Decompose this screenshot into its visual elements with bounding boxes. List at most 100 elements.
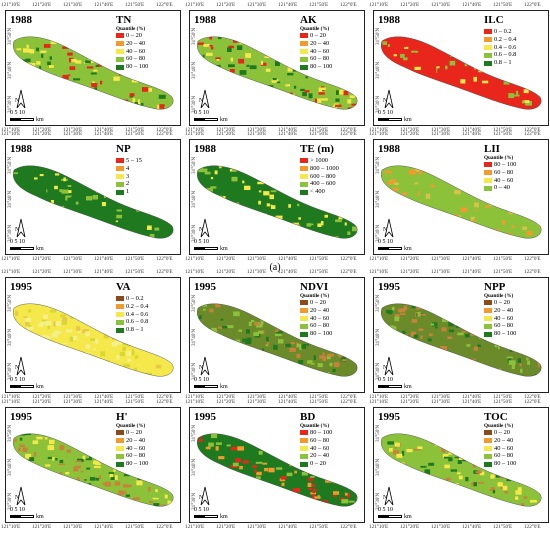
land-patch: [105, 315, 109, 321]
legend-label: 20 – 40: [126, 436, 146, 444]
land-patch: [314, 108, 319, 110]
land-patch: [299, 228, 304, 231]
land-patch: [32, 433, 38, 434]
land-patch: [273, 344, 278, 350]
land-patch: [210, 186, 217, 189]
land-patch: [344, 492, 348, 496]
land-patch: [260, 60, 264, 65]
land-patch: [542, 446, 548, 450]
land-patch: [434, 498, 442, 502]
land-patch: [277, 339, 284, 344]
land-patch: [354, 178, 358, 181]
land-patch: [478, 58, 484, 61]
land-patch: [34, 452, 37, 457]
land-patch: [77, 171, 82, 175]
land-patch: [199, 315, 202, 320]
land-patch: [55, 361, 60, 365]
land-patch: [396, 338, 399, 344]
land-patch: [394, 442, 400, 447]
land-patch: [261, 235, 266, 238]
land-patch: [48, 232, 56, 236]
land-patch: [69, 66, 76, 70]
land-patch: [238, 492, 244, 494]
land-patch: [70, 196, 77, 201]
land-patch: [262, 240, 268, 245]
land-patch: [411, 319, 418, 323]
land-patch: [542, 107, 547, 109]
land-patch: [400, 313, 406, 316]
land-patch: [529, 458, 536, 461]
land-patch: [427, 355, 435, 360]
lon-label-bottom: 121°20'E: [32, 394, 52, 400]
legend-label: 1: [126, 188, 130, 196]
land-patch: [308, 240, 314, 244]
land-patch: [122, 343, 130, 346]
legend-item: 20 – 40: [484, 307, 516, 315]
land-patch: [533, 113, 539, 117]
land-patch: [442, 65, 447, 70]
land-patch: [245, 95, 248, 99]
land-patch: [153, 436, 160, 438]
land-patch: [506, 479, 511, 482]
land-patch: [385, 326, 390, 331]
land-patch: [387, 441, 394, 445]
land-patch: [43, 44, 51, 48]
lon-label-bottom: 121°30'E: [247, 524, 267, 530]
land-patch: [470, 491, 475, 496]
legend-swatch: [116, 181, 124, 187]
legend-swatch: [300, 430, 308, 436]
land-patch: [36, 61, 41, 65]
legend-item: 3: [116, 173, 142, 181]
land-patch: [93, 69, 98, 72]
land-patch: [211, 501, 214, 505]
land-patch: [101, 202, 106, 207]
legend-label: 60 – 80: [494, 322, 514, 330]
lon-label-bottom: 121°40'E: [462, 394, 482, 400]
land-patch: [425, 193, 431, 199]
legend-swatch: [116, 430, 124, 436]
land-patch: [100, 456, 104, 459]
land-patch: [293, 488, 300, 493]
land-patch: [415, 88, 419, 91]
lon-label-bottom: 122°0'E: [156, 127, 173, 133]
land-patch: [276, 371, 281, 377]
land-patch: [478, 325, 484, 330]
legend-label: 3: [126, 172, 130, 180]
land-patch: [476, 183, 479, 189]
land-patch: [106, 440, 112, 445]
lon-label-top: 122°0'E: [524, 269, 541, 275]
land-patch: [427, 338, 432, 342]
land-patch: [354, 72, 358, 77]
land-patch: [518, 506, 524, 507]
scale-unit: km: [404, 246, 412, 252]
scale-bar: 0 5 10 km: [194, 110, 228, 123]
land-patch: [242, 92, 246, 97]
land-patch: [32, 440, 39, 445]
land-patch: [222, 71, 227, 74]
land-patch: [239, 465, 243, 470]
land-patch: [517, 54, 524, 59]
land-patch: [48, 225, 53, 229]
lon-label-bottom: 121°20'E: [32, 127, 52, 133]
legend-item: 40 – 60: [484, 315, 516, 323]
land-patch: [353, 317, 358, 322]
land-patch: [98, 194, 104, 200]
land-patch: [293, 197, 300, 199]
north-label: N: [199, 227, 204, 233]
lon-label-top: 121°30'E: [431, 399, 451, 405]
land-patch: [211, 327, 217, 331]
land-patch: [299, 346, 302, 350]
lon-label-top: 121°20'E: [400, 399, 420, 405]
land-patch: [542, 63, 546, 67]
land-patch: [24, 75, 28, 80]
land-patch: [317, 495, 320, 497]
land-patch: [289, 39, 295, 44]
land-patch: [175, 451, 177, 454]
land-patch: [285, 343, 291, 348]
land-patch: [215, 303, 221, 308]
land-patch: [530, 326, 535, 331]
land-patch: [173, 173, 177, 175]
land-patch: [466, 370, 472, 376]
land-patch: [307, 482, 312, 487]
land-patch: [255, 373, 260, 377]
